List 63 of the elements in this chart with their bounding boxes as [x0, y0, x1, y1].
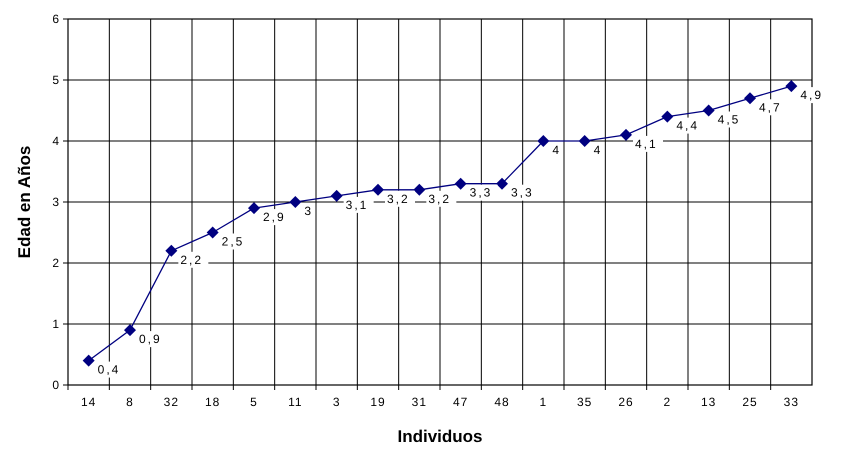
data-label: 4	[552, 143, 562, 157]
point	[661, 110, 674, 123]
point	[330, 190, 343, 202]
data-label: 2,5	[222, 234, 244, 248]
y-tick-label: 2	[52, 256, 60, 270]
data-label: 0,9	[139, 332, 162, 346]
point	[289, 196, 302, 208]
x-tick-label: 2	[663, 395, 672, 409]
x-tick-label: 18	[204, 395, 220, 409]
x-tick-label: 25	[742, 395, 758, 409]
x-tick-label: 26	[618, 395, 634, 409]
y-tick-label: 5	[52, 73, 60, 87]
data-label: 4,7	[759, 100, 782, 114]
point	[785, 80, 798, 92]
y-tick-label: 4	[52, 134, 60, 148]
x-tick-label: 31	[412, 395, 428, 409]
data-label: 4,5	[718, 112, 740, 126]
y-tick-label: 0	[52, 378, 60, 392]
data-label: 4,1	[635, 136, 658, 151]
x-tick-label: 13	[700, 395, 716, 409]
data-label: 3,3	[470, 186, 492, 200]
point	[454, 178, 467, 190]
point	[124, 324, 136, 336]
data-label: 3,3	[511, 186, 534, 200]
x-tick-label: 11	[288, 395, 303, 409]
x-tick-label: 5	[250, 395, 258, 409]
x-tick-label: 14	[80, 395, 96, 409]
y-tick-label: 3	[52, 195, 60, 209]
point	[702, 104, 715, 116]
y-tick-label: 1	[52, 317, 60, 331]
data-label: 2,9	[263, 210, 286, 224]
x-tick-label: 47	[452, 395, 468, 409]
data-label: 4,4	[676, 118, 700, 133]
x-tick-label: 19	[370, 395, 386, 409]
x-tick-label: 8	[126, 395, 134, 409]
point	[248, 202, 260, 214]
y-tick-label: 6	[52, 12, 60, 26]
point	[744, 92, 756, 104]
point	[620, 128, 632, 141]
y-axis-title: Edad en Años	[15, 146, 34, 258]
point	[82, 354, 95, 367]
point	[537, 135, 550, 147]
point	[372, 184, 384, 196]
x-tick-label: 48	[494, 395, 510, 409]
data-label: 3,1	[346, 198, 368, 212]
point	[206, 226, 219, 238]
x-tick-label: 3	[332, 395, 341, 409]
data-label: 3	[304, 204, 314, 218]
x-tick-label: 1	[539, 395, 548, 409]
data-label: 4,9	[800, 88, 824, 102]
point	[165, 244, 178, 257]
point	[496, 178, 508, 190]
data-label: 2,2	[180, 252, 204, 267]
point	[413, 184, 426, 196]
data-label: 3,2	[428, 192, 452, 206]
data-label: 4	[594, 143, 602, 157]
x-tick-label: 35	[576, 395, 592, 409]
data-label: 0,4	[98, 362, 120, 377]
x-tick-label: 33	[784, 395, 800, 409]
data-label: 3,2	[387, 192, 410, 206]
x-axis-title: Individuos	[398, 427, 482, 446]
point	[578, 135, 591, 147]
x-tick-label: 32	[164, 395, 180, 409]
